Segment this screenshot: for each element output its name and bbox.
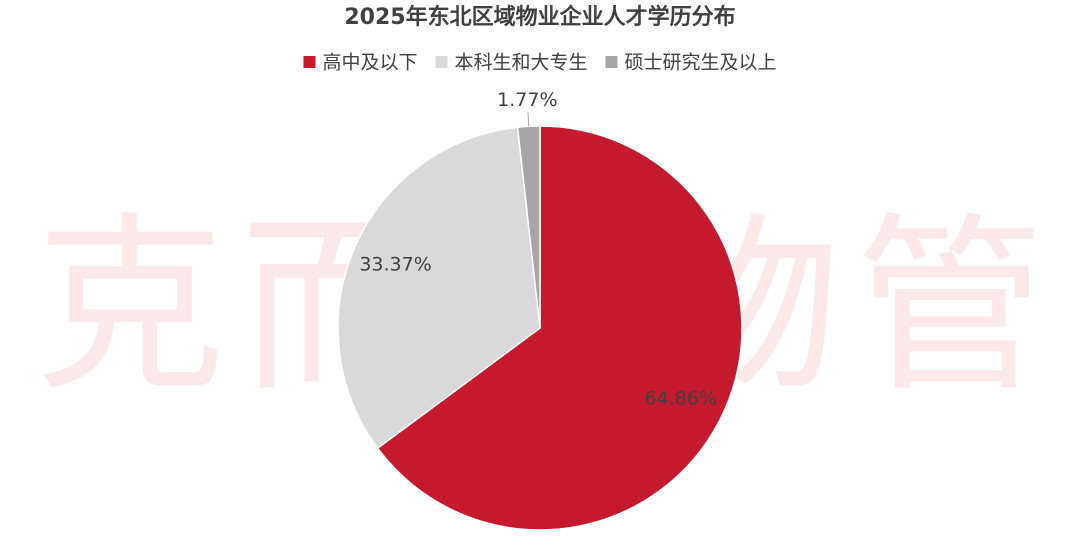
- legend-label: 本科生和大专生: [454, 52, 587, 74]
- pie-slice: [376, 125, 743, 531]
- chart-title: 2025年东北区域物业企业人才学历分布: [344, 4, 735, 30]
- pie-slice: [516, 125, 541, 329]
- leader-line: [527, 112, 530, 127]
- legend-swatch: [605, 56, 618, 68]
- legend-label: 高中及以下: [322, 52, 417, 74]
- legend-swatch: [303, 56, 316, 68]
- data-label: 1.77%: [497, 89, 557, 111]
- pie-slice: [337, 126, 541, 450]
- data-label: 64.86%: [644, 387, 716, 409]
- data-label: 33.37%: [359, 254, 431, 276]
- legend-swatch: [435, 56, 448, 68]
- legend-label: 硕士研究生及以上: [625, 52, 777, 74]
